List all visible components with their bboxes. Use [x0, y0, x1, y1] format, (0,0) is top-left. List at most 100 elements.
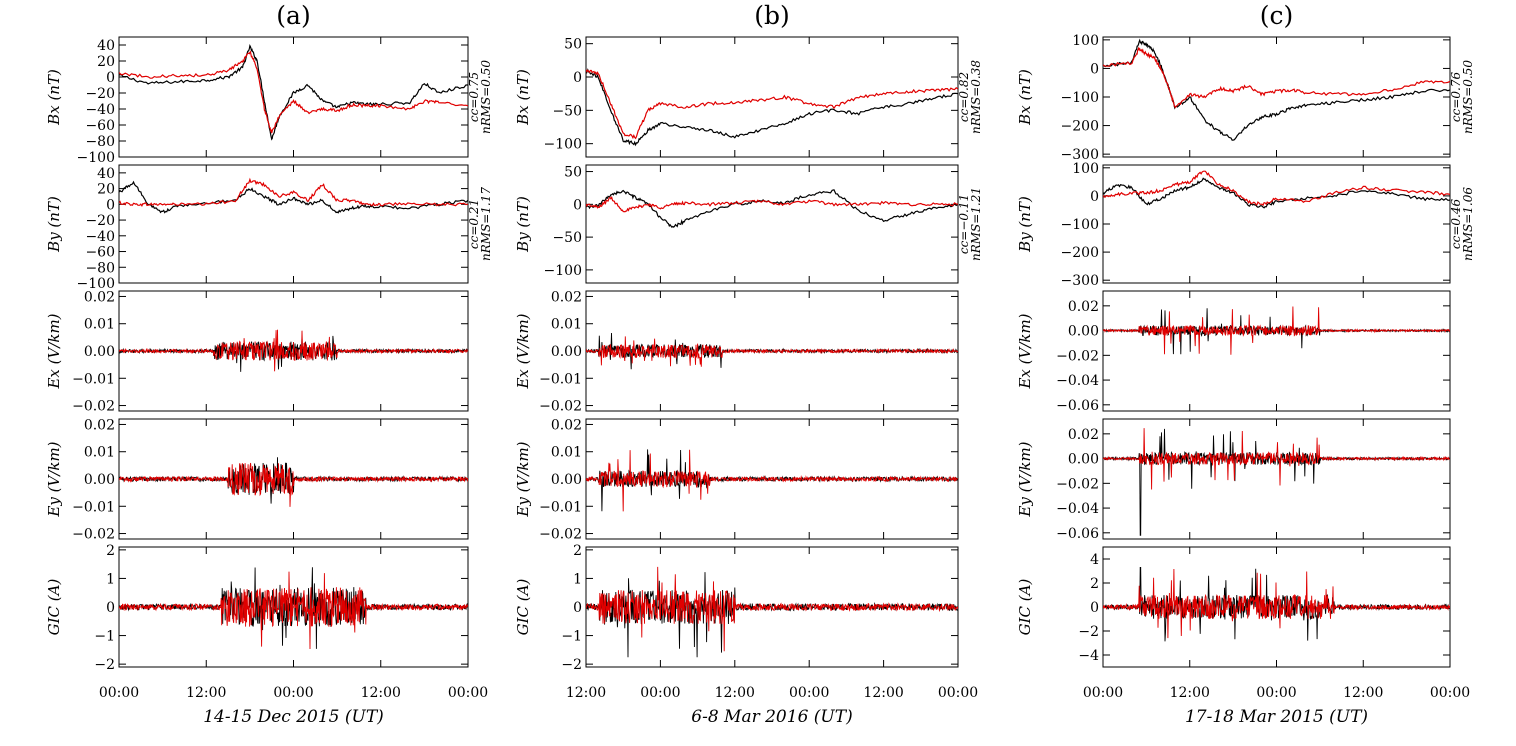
y-tick-label: 0.00: [84, 472, 115, 488]
modeled-series-line: [119, 571, 468, 650]
y-tick-label: 0.01: [551, 445, 582, 461]
modeled-series-line: [586, 69, 958, 140]
y-tick-label: 40: [97, 38, 115, 54]
x-tick-label: 00:00: [1430, 685, 1470, 701]
y-tick-label: 2: [1090, 576, 1099, 592]
y-axis-label: By (nT): [45, 196, 63, 253]
modeled-series-line: [119, 50, 468, 134]
y-tick-label: 0.02: [551, 289, 582, 305]
panel-gic: 2 1 0 −1 −2 GIC (A): [45, 543, 469, 673]
y-tick-label: −40: [85, 102, 115, 118]
y-tick-label: 100: [1072, 33, 1099, 49]
panel-ey: 0.02 0.01 0.00 −0.01 −0.02 Ey (V/km): [45, 417, 469, 543]
y-tick-label: 0.00: [84, 344, 115, 360]
y-tick-label: 0.00: [551, 344, 582, 360]
y-tick-label: −0.01: [72, 371, 115, 387]
plot-area: [119, 567, 468, 650]
modeled-series-line: [1103, 46, 1450, 109]
y-axis-label: Ey (V/km): [1016, 441, 1034, 517]
plot-area: [1103, 428, 1450, 536]
y-axis-label: Ex (V/km): [45, 313, 63, 389]
x-axis-label: 14-15 Dec 2015 (UT): [203, 707, 384, 727]
observed-series-line: [119, 43, 468, 141]
y-tick-label: 20: [97, 182, 115, 198]
plot-area: [586, 189, 958, 229]
y-tick-label: −300: [1061, 147, 1099, 163]
y-axis-label: Ey (V/km): [514, 441, 532, 517]
observed-series-line: [1103, 38, 1450, 141]
modeled-series-line: [586, 566, 958, 652]
stat-annotation: cc=0.76: [1449, 72, 1463, 123]
stat-annotation: cc=−0.11: [957, 194, 971, 254]
y-tick-label: 0: [106, 600, 115, 616]
y-axis-label: By (nT): [514, 196, 532, 253]
panel-gic: 4 2 0 −2 −4 GIC (A): [1016, 546, 1451, 668]
x-tick-label: 00:00: [1083, 685, 1123, 701]
y-tick-label: 1: [573, 571, 582, 587]
y-tick-label: −200: [1061, 245, 1099, 261]
chart-title: (a): [276, 1, 310, 30]
panel-frame: [585, 36, 959, 158]
x-tick-label: 12:00: [1343, 685, 1383, 701]
y-tick-label: −0.02: [539, 399, 582, 415]
plot-area: [586, 566, 958, 658]
y-tick-label: −60: [85, 245, 115, 261]
y-tick-label: −60: [85, 118, 115, 134]
panel-frame: [585, 164, 959, 284]
y-axis-label: Ex (V/km): [1016, 313, 1034, 389]
stat-annotation: nRMS=1.06: [1461, 187, 1475, 261]
y-tick-label: −100: [1061, 217, 1099, 233]
x-tick-label: 00:00: [640, 685, 680, 701]
modeled-series-line: [119, 329, 468, 372]
y-tick-label: −2: [94, 657, 115, 673]
y-tick-label: 0.02: [84, 417, 115, 433]
y-tick-label: −100: [77, 150, 115, 166]
x-tick-label: 00:00: [789, 685, 829, 701]
stat-annotation: nRMS=0.50: [479, 60, 493, 134]
x-tick-label: 12:00: [863, 685, 903, 701]
x-tick-label: 00:00: [99, 685, 139, 701]
y-axis-label: Bx (nT): [514, 69, 532, 126]
y-tick-label: 0.02: [1068, 299, 1099, 315]
y-tick-label: −0.06: [1056, 398, 1099, 414]
y-tick-label: −0.04: [1056, 373, 1099, 389]
y-tick-label: −0.02: [1056, 348, 1099, 364]
panel-frame: [1102, 164, 1451, 284]
y-axis-label: GIC (A): [514, 579, 532, 636]
observed-series-line: [119, 180, 468, 214]
chart-title: (c): [1260, 1, 1294, 30]
y-tick-label: −0.06: [1056, 526, 1099, 542]
stat-annotation: cc=0.46: [1449, 199, 1463, 250]
panel-frame: [1102, 418, 1451, 540]
y-tick-label: −0.01: [72, 499, 115, 515]
y-tick-label: −100: [544, 137, 582, 153]
plot-area: [119, 457, 468, 507]
y-tick-label: −20: [85, 86, 115, 102]
plot-area: [1103, 306, 1450, 355]
y-axis-label: Bx (nT): [1016, 69, 1034, 126]
plot-area: [119, 43, 468, 141]
stat-annotation: nRMS=1.21: [969, 187, 983, 261]
panel-frame: [1102, 290, 1451, 412]
stat-annotation: cc=0.75: [467, 72, 481, 122]
stat-annotation: cc=0.82: [957, 72, 971, 122]
y-tick-label: −100: [544, 263, 582, 279]
panel-ex: 0.02 0.00 −0.02 −0.04 −0.06 Ex (V/km): [1016, 290, 1451, 414]
y-tick-label: 0.00: [1068, 452, 1099, 468]
x-tick-label: 12:00: [1170, 685, 1210, 701]
y-tick-label: −50: [552, 230, 582, 246]
y-tick-label: −100: [77, 276, 115, 292]
y-tick-label: 4: [1090, 552, 1099, 568]
observed-series-line: [1103, 177, 1450, 209]
plot-area: [586, 68, 958, 147]
y-tick-label: −0.04: [1056, 501, 1099, 517]
modeled-series-line: [586, 449, 958, 512]
y-tick-label: 0: [106, 70, 115, 86]
stat-annotation: nRMS=0.50: [1461, 60, 1475, 134]
y-tick-label: 0.01: [551, 317, 582, 333]
